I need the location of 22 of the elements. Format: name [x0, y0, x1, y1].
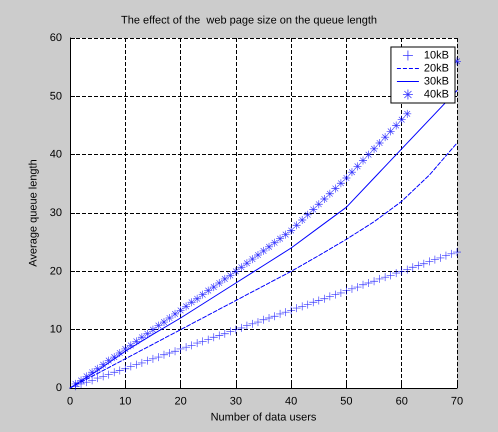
- y-axis-title: Average queue length: [27, 159, 40, 267]
- y-tick-label: 40: [50, 148, 62, 161]
- legend-label: 10kB: [424, 50, 450, 62]
- x-axis-title: Number of data users: [210, 411, 317, 424]
- x-tick-label: 20: [174, 396, 187, 408]
- x-tick-label: 70: [450, 396, 464, 408]
- x-tick-label: 10: [119, 396, 132, 408]
- y-tick-label: 20: [50, 265, 62, 278]
- x-tick-label: 30: [230, 396, 242, 408]
- x-tick-label: 50: [340, 396, 353, 408]
- y-tick-label: 30: [50, 207, 62, 219]
- y-tick-label: 10: [50, 324, 62, 336]
- legend-label: 40kB: [424, 88, 450, 100]
- x-tick-label: 60: [396, 396, 408, 408]
- legend-label: 30kB: [424, 76, 450, 88]
- x-tick-label: 40: [285, 396, 298, 408]
- legend-label: 20kB: [424, 62, 450, 74]
- y-tick-label: 50: [50, 90, 62, 102]
- chart-title: The effect of the web page size on the queue length: [120, 14, 378, 26]
- y-tick-label: 0: [56, 382, 62, 394]
- x-tick-label: 0: [66, 396, 74, 408]
- y-tick-label: 60: [50, 32, 62, 44]
